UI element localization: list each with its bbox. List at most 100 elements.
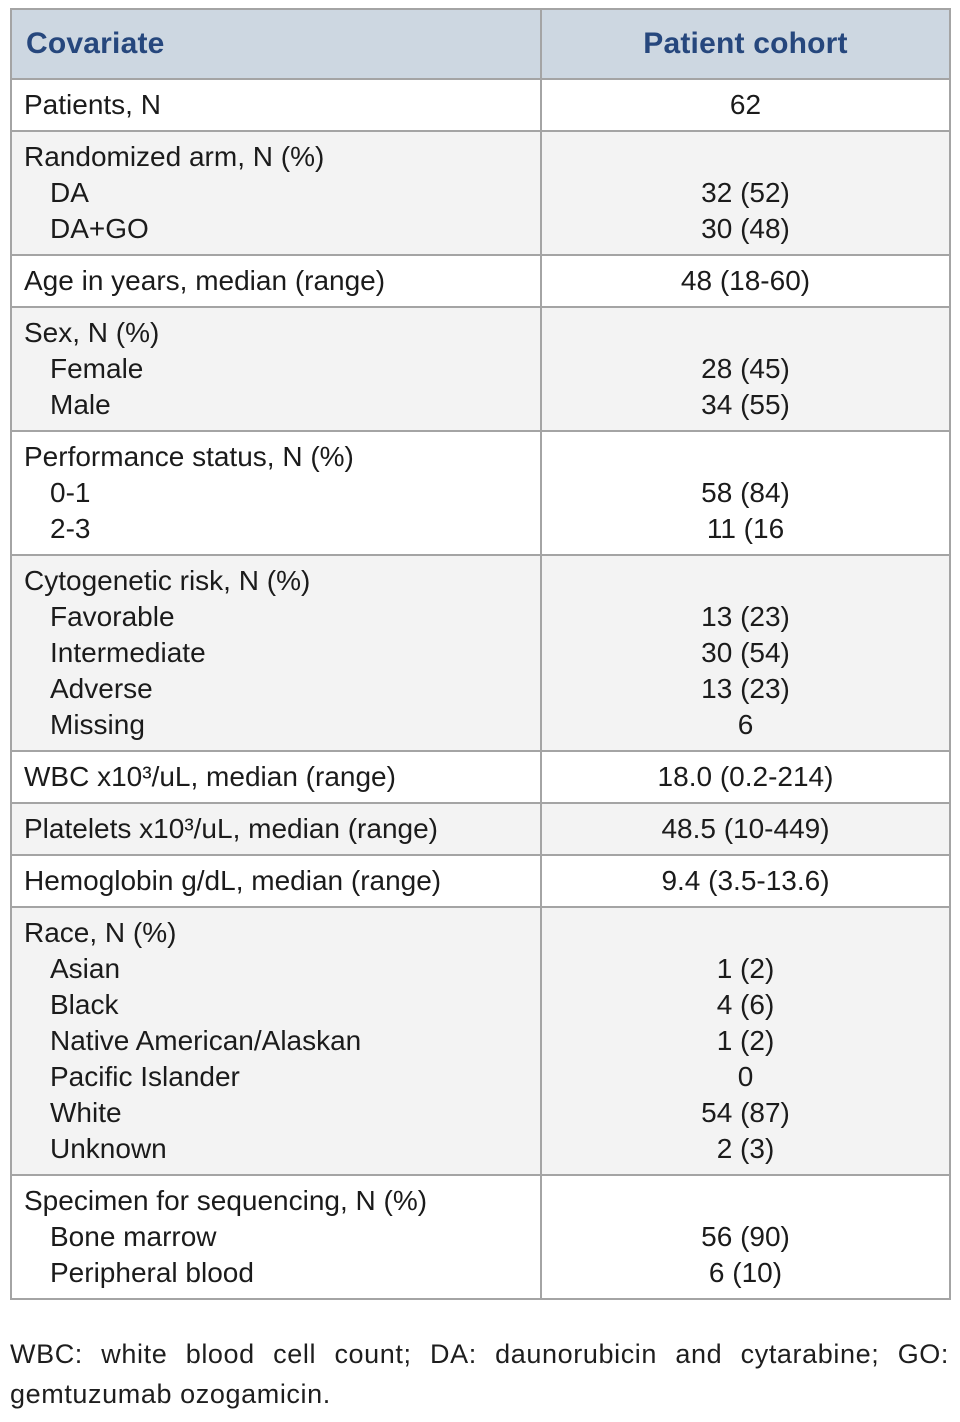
table-row: Specimen for sequencing, N (%) Bone marro…: [10, 1174, 951, 1300]
covariate-sub-value: 58 (84): [701, 477, 790, 508]
table-row: Patients, N 62: [10, 78, 951, 132]
covariate-sub-value: 6: [737, 709, 754, 740]
covariate-sub-label: Pacific Islander: [50, 1061, 240, 1092]
covariate-value: 48.5 (10-449): [661, 813, 830, 844]
value-cell: 48.5 (10-449): [540, 802, 951, 856]
covariate-sub-value: 6 (10): [708, 1257, 783, 1288]
covariate-label: Platelets x10³/uL, median (range): [24, 813, 438, 844]
covariate-label: Patients, N: [24, 89, 161, 120]
covariate-sub-value: 1 (2): [716, 953, 775, 984]
covariate-sub-value: 28 (45): [701, 353, 790, 384]
value-cell: 32 (52) 30 (48): [540, 130, 951, 256]
value-cell: 56 (90) 6 (10): [540, 1174, 951, 1300]
covariate-value: [554, 439, 937, 475]
covariate-sub-value: 0: [737, 1061, 754, 1092]
covariate-label: Specimen for sequencing, N (%): [24, 1185, 428, 1216]
value-cell: 18.0 (0.2-214): [540, 750, 951, 804]
covariate-sub-label: Intermediate: [50, 637, 206, 668]
covariate-sub-label: Asian: [50, 953, 121, 984]
covariate-value: [554, 1183, 937, 1219]
covariate-sub-value: 32 (52): [701, 177, 790, 208]
value-cell: 28 (45) 34 (55): [540, 306, 951, 432]
covariate-sub-label: White: [50, 1097, 122, 1128]
table-row: Cytogenetic risk, N (%) Favorable Intermed…: [10, 554, 951, 752]
covariate-sub-label: Peripheral blood: [50, 1257, 254, 1288]
covariate-cell: Race, N (%) Asian Black Native American/Ala…: [10, 906, 542, 1176]
covariate-cell: Performance status, N (%) 0-1 2-3: [10, 430, 542, 556]
covariate-sub-label: DA+GO: [50, 213, 149, 244]
covariate-sub-label: DA: [50, 177, 89, 208]
value-cell: 58 (84) 11 (16: [540, 430, 951, 556]
covariate-sub-value: 30 (54): [701, 637, 790, 668]
table-head: Covariate Patient cohort: [10, 8, 951, 80]
covariate-label: Randomized arm, N (%): [24, 141, 325, 172]
covariate-sub-label: Bone marrow: [50, 1221, 217, 1252]
covariate-sub-value: 4 (6): [716, 989, 775, 1020]
table-row: Age in years, median (range) 48 (18-60): [10, 254, 951, 308]
covariate-sub-value: 11 (16: [706, 513, 785, 544]
covariate-cell: Age in years, median (range): [10, 254, 542, 308]
covariate-sub-value: 13 (23): [701, 673, 790, 704]
table-row: Performance status, N (%) 0-1 2-3 58 (84) 1…: [10, 430, 951, 556]
footnote-line-2: gemtuzumab ozogamicin.: [10, 1379, 331, 1409]
covariate-sub-label: Male: [50, 389, 111, 420]
patient-characteristics-table: Covariate Patient cohort Patients, N 62 Ra…: [10, 8, 951, 1300]
covariate-cell: WBC x10³/uL, median (range): [10, 750, 542, 804]
covariate-sub-label: Missing: [50, 709, 145, 740]
covariate-value: 18.0 (0.2-214): [657, 761, 834, 792]
covariate-label: Age in years, median (range): [24, 265, 386, 296]
value-cell: 1 (2) 4 (6) 1 (2) 0 54 (87) 2 (3): [540, 906, 951, 1176]
covariate-label: Hemoglobin g/dL, median (range): [24, 865, 442, 896]
covariate-sub-value: 30 (48): [701, 213, 790, 244]
table-row: WBC x10³/uL, median (range) 18.0 (0.2-214…: [10, 750, 951, 804]
covariate-sub-label: Native American/Alaskan: [50, 1025, 362, 1056]
covariate-label: WBC x10³/uL, median (range): [24, 761, 396, 792]
value-cell: 62: [540, 78, 951, 132]
column-header-patient-cohort: Patient cohort: [540, 8, 951, 80]
table-body: Patients, N 62 Randomized arm, N (%) DA DA+G…: [10, 78, 951, 1300]
covariate-sub-label: Adverse: [50, 673, 153, 704]
table-row: Platelets x10³/uL, median (range) 48.5 (1…: [10, 802, 951, 856]
covariate-cell: Specimen for sequencing, N (%) Bone marro…: [10, 1174, 542, 1300]
covariate-sub-value: 34 (55): [701, 389, 790, 420]
covariate-cell: Patients, N: [10, 78, 542, 132]
table-row: Sex, N (%) Female Male 28 (45) 34 (55): [10, 306, 951, 432]
covariate-cell: Hemoglobin g/dL, median (range): [10, 854, 542, 908]
covariate-sub-value: 1 (2): [716, 1025, 775, 1056]
value-cell: 13 (23) 30 (54) 13 (23) 6: [540, 554, 951, 752]
covariate-cell: Platelets x10³/uL, median (range): [10, 802, 542, 856]
covariate-value: 9.4 (3.5-13.6): [661, 865, 830, 896]
covariate-sub-value: 56 (90): [701, 1221, 790, 1252]
table-header-row: Covariate Patient cohort: [10, 8, 951, 80]
table-footnote: WBC: white blood cell count; DA: daunoru…: [10, 1334, 949, 1414]
covariate-sub-label: 2-3: [50, 513, 91, 544]
column-header-covariate: Covariate: [10, 8, 542, 80]
covariate-sub-label: Favorable: [50, 601, 175, 632]
covariate-label: Race, N (%): [24, 917, 177, 948]
covariate-value: [554, 563, 937, 599]
value-cell: 9.4 (3.5-13.6): [540, 854, 951, 908]
footnote-line-1: WBC: white blood cell count; DA: daunoru…: [10, 1339, 949, 1369]
table-row: Hemoglobin g/dL, median (range) 9.4 (3.5-…: [10, 854, 951, 908]
covariate-cell: Sex, N (%) Female Male: [10, 306, 542, 432]
covariate-sub-label: Unknown: [50, 1133, 167, 1164]
covariate-value: [554, 915, 937, 951]
covariate-sub-label: Female: [50, 353, 144, 384]
covariate-label: Cytogenetic risk, N (%): [24, 565, 311, 596]
covariate-value: [554, 315, 937, 351]
covariate-sub-label: 0-1: [50, 477, 91, 508]
covariate-sub-value: 13 (23): [701, 601, 790, 632]
covariate-sub-value: 2 (3): [716, 1133, 775, 1164]
covariate-value: [554, 139, 937, 175]
covariate-cell: Cytogenetic risk, N (%) Favorable Intermed…: [10, 554, 542, 752]
covariate-sub-label: Black: [50, 989, 119, 1020]
value-cell: 48 (18-60): [540, 254, 951, 308]
table-row: Randomized arm, N (%) DA DA+GO 32 (52) 30 (…: [10, 130, 951, 256]
covariate-sub-value: 54 (87): [701, 1097, 790, 1128]
table-row: Race, N (%) Asian Black Native American/Ala…: [10, 906, 951, 1176]
covariate-cell: Randomized arm, N (%) DA DA+GO: [10, 130, 542, 256]
covariate-label: Performance status, N (%): [24, 441, 354, 472]
covariate-label: Sex, N (%): [24, 317, 160, 348]
covariate-value: 48 (18-60): [680, 265, 811, 296]
